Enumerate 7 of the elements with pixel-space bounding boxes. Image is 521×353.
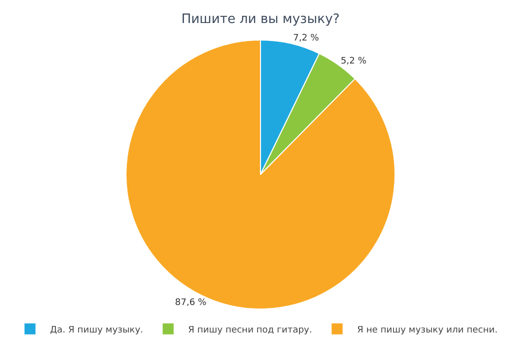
chart-title: Пишите ли вы музыку? (181, 12, 340, 28)
legend-label: Я пишу песни под гитару. (188, 325, 312, 336)
data-label: 5,2 % (340, 56, 367, 66)
legend-label: Я не пишу музыку или песни. (357, 325, 498, 336)
data-label: 7,2 % (293, 34, 320, 44)
legend-label: Да. Я пишу музыку. (50, 325, 144, 336)
data-label: 87,6 % (175, 298, 207, 308)
